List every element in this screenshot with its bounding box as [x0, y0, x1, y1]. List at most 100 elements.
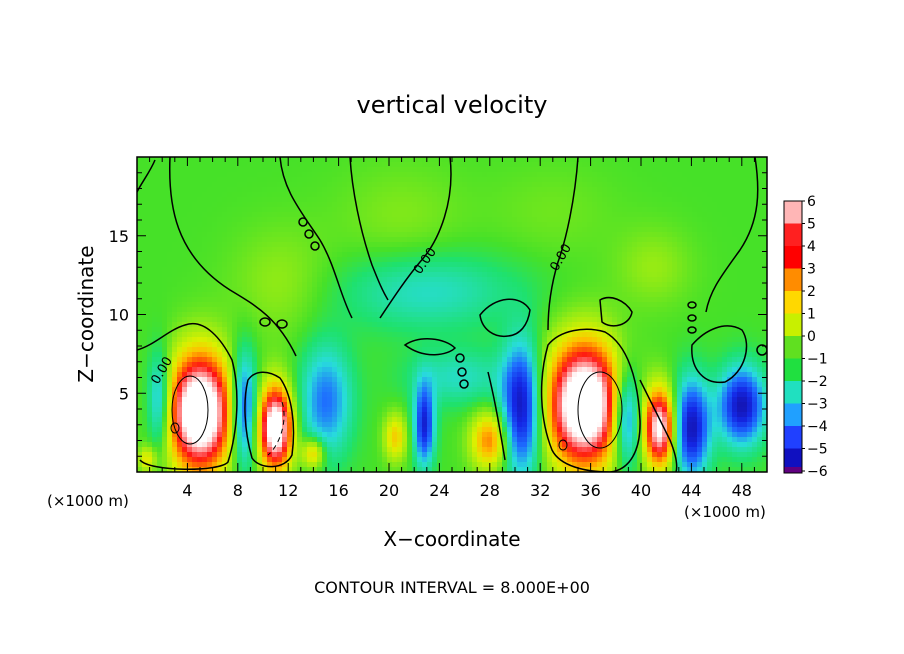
heatmap-cell [452, 282, 458, 288]
heatmap-cell [302, 272, 308, 278]
heatmap-cell [757, 177, 763, 183]
heatmap-cell [192, 167, 198, 173]
heatmap-cell [707, 167, 713, 173]
heatmap-cell [312, 212, 318, 218]
heatmap-cell [432, 182, 438, 188]
heatmap-cell [302, 327, 308, 333]
heatmap-cell [322, 177, 328, 183]
heatmap-cell [192, 327, 198, 333]
heatmap-cell [502, 342, 508, 348]
heatmap-cell [287, 217, 293, 223]
heatmap-cell [497, 237, 503, 243]
heatmap-cell [307, 307, 313, 313]
heatmap-cell [597, 307, 603, 313]
heatmap-cell [252, 302, 258, 308]
heatmap-cell [257, 162, 263, 168]
heatmap-cell [377, 342, 383, 348]
heatmap-cell [212, 212, 218, 218]
heatmap-cell [137, 162, 143, 168]
heatmap-cell [637, 292, 643, 298]
heatmap-cell [392, 222, 398, 228]
heatmap-cell [332, 297, 338, 303]
heatmap-cell [447, 347, 453, 353]
heatmap-cell [672, 262, 678, 268]
heatmap-cell [642, 237, 648, 243]
heatmap-cell [337, 217, 343, 223]
heatmap-cell [407, 282, 413, 288]
heatmap-cell [332, 277, 338, 283]
heatmap-cell [627, 322, 633, 328]
heatmap-cell [402, 257, 408, 263]
heatmap-cell [437, 242, 443, 248]
heatmap-cell [677, 272, 683, 278]
heatmap-cell [442, 297, 448, 303]
heatmap-cell [427, 277, 433, 283]
heatmap-cell [282, 202, 288, 208]
heatmap-cell [647, 157, 653, 163]
heatmap-cell [617, 317, 623, 323]
heatmap-cell [362, 282, 368, 288]
heatmap-cell [717, 177, 723, 183]
heatmap-cell [147, 182, 153, 188]
heatmap-cell [652, 322, 658, 328]
heatmap-cell [152, 272, 158, 278]
heatmap-cell [552, 292, 558, 298]
heatmap-cell [272, 217, 278, 223]
heatmap-cell [217, 272, 223, 278]
heatmap-cell [717, 342, 723, 348]
heatmap-cell [682, 312, 688, 318]
heatmap-cell [427, 227, 433, 233]
heatmap-cell [137, 252, 143, 258]
heatmap-cell [692, 242, 698, 248]
heatmap-cell [757, 242, 763, 248]
heatmap-cell [357, 172, 363, 178]
heatmap-cell [567, 177, 573, 183]
heatmap-cell [567, 162, 573, 168]
heatmap-cell [242, 197, 248, 203]
heatmap-cell [547, 167, 553, 173]
heatmap-cell [432, 162, 438, 168]
heatmap-cell [532, 187, 538, 193]
heatmap-cell [247, 202, 253, 208]
heatmap-cell [742, 347, 748, 353]
heatmap-cell [417, 312, 423, 318]
heatmap-cell [672, 227, 678, 233]
heatmap-cell [177, 262, 183, 268]
heatmap-cell [682, 172, 688, 178]
heatmap-cell [532, 262, 538, 268]
heatmap-cell [312, 162, 318, 168]
heatmap-cell [232, 247, 238, 253]
heatmap-cell [402, 217, 408, 223]
heatmap-cell [597, 227, 603, 233]
heatmap-cell [572, 242, 578, 248]
heatmap-cell [212, 182, 218, 188]
heatmap-cell [637, 167, 643, 173]
heatmap-cell [202, 212, 208, 218]
heatmap-cell [247, 342, 253, 348]
heatmap-cell [202, 307, 208, 313]
heatmap-cell [237, 182, 243, 188]
heatmap-cell [507, 192, 513, 198]
heatmap-cell [657, 282, 663, 288]
heatmap-cell [517, 302, 523, 308]
heatmap-cell [532, 197, 538, 203]
heatmap-cell [582, 307, 588, 313]
heatmap-cell [267, 302, 273, 308]
heatmap-cell [607, 207, 613, 213]
heatmap-cell [722, 332, 728, 338]
heatmap-cell [462, 352, 468, 358]
heatmap-cell [297, 247, 303, 253]
heatmap-cell [507, 307, 513, 313]
heatmap-cell [397, 172, 403, 178]
heatmap-cell [657, 302, 663, 308]
heatmap-cell [717, 297, 723, 303]
heatmap-cell [237, 352, 243, 358]
heatmap-cell [252, 247, 258, 253]
heatmap-cell [192, 317, 198, 323]
heatmap-cell [222, 282, 228, 288]
heatmap-cell [332, 167, 338, 173]
heatmap-cell [507, 227, 513, 233]
heatmap-cell [732, 162, 738, 168]
heatmap-cell [512, 167, 518, 173]
heatmap-cell [262, 222, 268, 228]
